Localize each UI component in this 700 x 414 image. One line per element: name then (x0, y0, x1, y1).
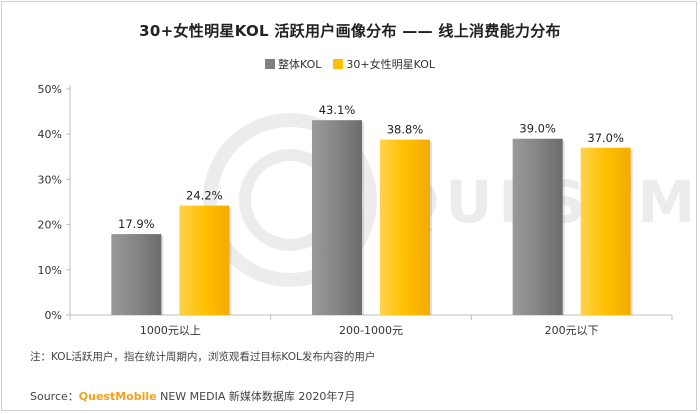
legend: 整体KOL 30+女性明星KOL (0, 56, 700, 72)
legend-label-overall: 整体KOL (277, 58, 322, 71)
x-tick-label: 200元以下 (545, 324, 599, 337)
y-tick-label: 40% (38, 128, 62, 141)
source-line: Source：QuestMobile NEW MEDIA 新媒体数据库 2020… (30, 388, 355, 404)
source-brand: QuestMobile (78, 390, 157, 403)
source-prefix: Source： (30, 390, 79, 403)
legend-swatch-female-kol (333, 59, 344, 69)
y-tick-label: 10% (38, 264, 62, 277)
footnote: 注：KOL活跃用户，指在统计周期内，浏览观看过目标KOL发布内容的用户 (30, 351, 376, 363)
legend-item-female-kol: 30+女性明星KOL (333, 56, 435, 72)
data-label: 17.9% (118, 217, 155, 231)
legend-swatch-overall (264, 59, 275, 69)
data-label: 37.0% (587, 131, 624, 145)
x-tick-label: 1000元以上 (140, 324, 201, 337)
legend-label-female-kol: 30+女性明星KOL (346, 58, 436, 71)
data-label: 24.2% (186, 189, 223, 203)
source-rest: NEW MEDIA 新媒体数据库 2020年7月 (156, 390, 356, 403)
legend-item-overall: 整体KOL (264, 56, 322, 72)
data-label: 43.1% (319, 103, 356, 117)
watermark-ring (203, 113, 377, 287)
data-label: 38.8% (387, 123, 424, 137)
bar (580, 147, 631, 315)
y-tick-label: 30% (38, 173, 62, 186)
bar (380, 139, 430, 315)
chart-title: 30+女性明星KOL 活跃用户画像分布 —— 线上消费能力分布 (139, 22, 561, 40)
data-label: 39.0% (519, 122, 556, 136)
y-tick-label: 0% (45, 309, 62, 322)
y-tick-label: 20% (38, 219, 62, 232)
bar (512, 138, 563, 315)
bar (179, 205, 230, 315)
x-tick-label: 200-1000元 (339, 324, 403, 337)
bar (111, 234, 162, 315)
y-tick-label: 50% (38, 83, 62, 96)
bar (312, 120, 362, 315)
